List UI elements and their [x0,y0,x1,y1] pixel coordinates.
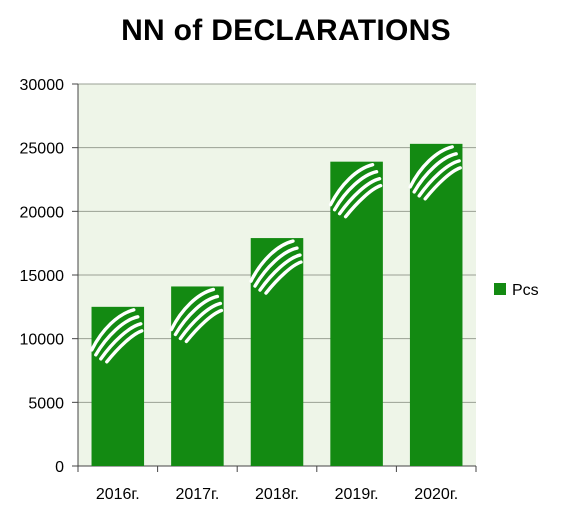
y-tick-label: 20000 [20,204,65,221]
bar [409,143,463,466]
emblem-stripe [99,322,143,361]
bar [91,306,145,466]
emblem-stripe [408,145,454,189]
y-tick-label: 15000 [20,268,65,285]
y-tick-label: 10000 [20,332,65,349]
bar [330,161,383,466]
emblem-stripe [105,329,144,364]
emblem-stripe [258,253,302,292]
y-tick-label: 5000 [28,395,64,412]
emblem-stripe [253,246,299,288]
emblem-stripe [178,301,223,341]
bar-emblem-icon [169,287,224,344]
emblem-stripe [337,176,382,216]
emblem-stripe [332,169,379,212]
emblem-stripe [169,287,216,332]
x-tick-label: 2020г. [414,486,458,503]
emblem-stripe [94,315,140,357]
y-axis-ticks: 0 5000 10000 15000 20000 25000 30000 [20,77,476,476]
legend-label: Pcs [512,282,539,299]
legend-swatch [494,283,506,295]
x-tick-label: 2018г. [255,486,299,503]
x-axis-ticks: 2016г. 2017г. 2018г. 2019г. 2020г. [77,466,477,503]
x-tick-label: 2017г. [175,486,219,503]
bars [90,143,463,466]
emblem-stripe [328,162,375,207]
emblem-stripe [412,152,458,194]
bar-emblem-icon [90,308,144,364]
bar-emblem-icon [249,239,303,295]
emblem-stripe [264,260,303,295]
bar-emblem-icon [328,162,383,219]
y-tick-label: 25000 [20,141,65,158]
chart-title: NN of DECLARATIONS [121,14,451,47]
legend: Pcs [494,282,539,299]
x-tick-label: 2016г. [96,486,140,503]
x-tick-label: 2019г. [335,486,379,503]
emblem-stripe [90,308,136,352]
y-tick-label: 0 [55,459,64,476]
emblem-stripe [417,159,461,198]
emblem-stripe [423,166,462,201]
emblem-stripe [343,183,383,219]
bar-emblem-icon [408,145,462,201]
emblem-stripe [184,308,224,344]
y-tick-label: 30000 [20,77,65,94]
emblem-stripe [249,239,295,283]
emblem-stripe [173,294,220,337]
